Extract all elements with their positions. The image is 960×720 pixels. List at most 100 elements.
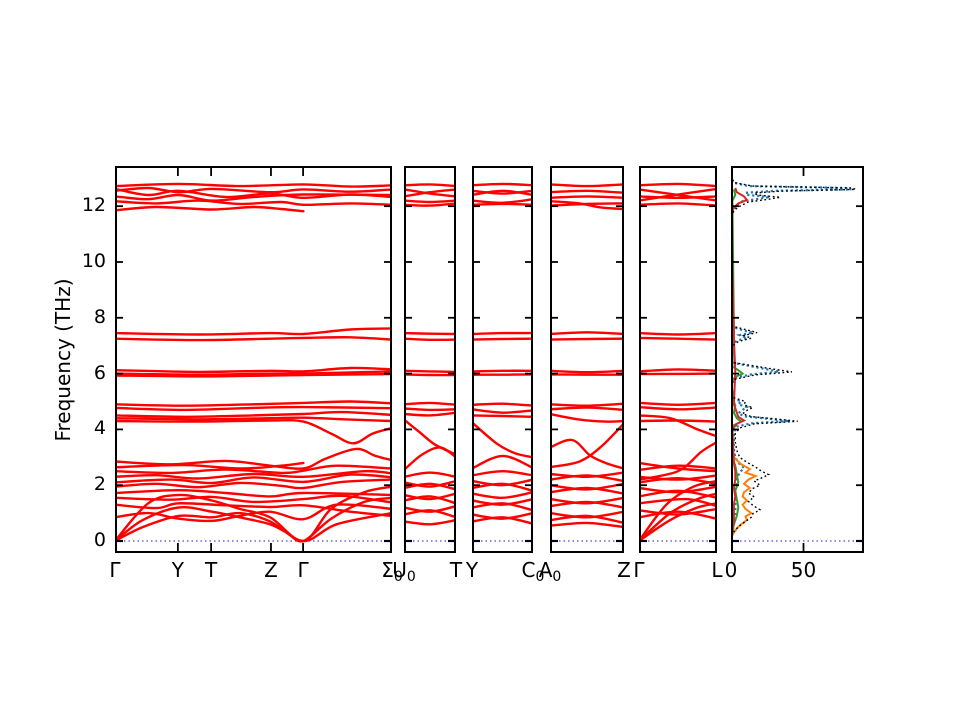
x-tick-label: Σ0 [381,558,403,585]
phonon-band [472,198,533,205]
x-tick-label: Z [617,558,631,582]
y-tick-label: 10 [81,249,106,272]
phonon-band [639,414,717,438]
phonon-band [550,369,624,374]
total-dos-black-curve [731,175,857,539]
y-tick-label: 8 [93,305,106,328]
phonon-band [550,331,624,336]
phonon-band [550,514,624,525]
y-tick-label: 12 [81,194,106,217]
x-tick-label: Γ [633,558,645,582]
x-tick-label: 0 [724,558,738,582]
phonon-band [550,474,624,483]
phonon-band [404,407,456,412]
phonon-band [639,440,717,481]
phonon-band [472,369,533,373]
phonon-band [639,464,717,472]
phonon-band [115,416,392,423]
x-tick-label: L [711,558,723,582]
phonon-band [550,189,624,194]
phonon-band [115,336,392,342]
x-tick-label: U0 [392,558,416,585]
phonon-band [115,327,392,336]
phonon-band [115,370,392,376]
phonon-band [115,496,392,543]
phonon-band [404,337,456,342]
phonon-band [639,195,717,200]
phonon-band [404,183,456,188]
phonon-band [550,471,624,479]
phonon-band [472,482,533,492]
phonon-band [115,478,392,490]
phonon-band [639,419,717,423]
phonon-band [550,195,624,199]
projected-dos-red-curve [731,187,749,537]
y-tick-label: 4 [93,417,106,440]
phonon-band [404,446,456,472]
phonon-band [115,511,392,543]
panel-frame [404,166,456,553]
phonon-band [639,372,717,376]
projected-dos-blue-curve [731,175,852,539]
phonon-band [404,373,456,377]
phonon-band [550,402,624,407]
phonon-band [115,182,392,188]
phonon-band [472,516,533,525]
phonon-band [472,502,533,512]
phonon-band [472,408,533,414]
y-tick-label: 6 [93,361,106,384]
phonon-band [472,497,533,506]
phonon-band [115,494,392,504]
phonon-band [115,205,305,213]
phonon-band [639,474,717,481]
phonon-band [404,188,456,198]
phonon-band [404,331,456,336]
panel-frame [731,166,864,553]
phonon-band [472,182,533,187]
x-tick-label: C0 [521,558,545,585]
phonon-band [404,401,456,406]
phonon-band [550,486,624,495]
phonon-band [472,454,533,470]
phonon-band [639,485,717,494]
phonon-band [115,488,392,498]
phonon-band [115,464,392,475]
phonon-band [115,186,392,194]
phonon-band [472,469,533,477]
phonon-band [550,482,624,491]
phonon-band [404,495,456,505]
x-tick-label: Z [264,558,278,582]
panel-frame [550,166,624,553]
x-tick-label: Y [171,558,184,582]
phonon-band [550,510,624,519]
phonon-band [472,189,533,197]
x-tick-label: Y [465,558,479,582]
phonon-band [115,400,392,407]
phonon-band [639,202,717,207]
phonon-band [639,461,717,473]
phonon-band [115,419,392,445]
phonon-band [639,182,717,188]
phonon-band [115,372,392,378]
phonon-band [472,202,533,206]
panel-bands-G-Y-T-Z-G-S0 [115,166,392,553]
phonon-band [550,496,624,505]
panel-frame [639,166,717,553]
panel-bands-G-L [639,166,717,553]
phonon-band [115,469,392,480]
phonon-band [115,461,305,470]
x-tick-label: Γ [297,558,309,582]
phonon-band [472,421,533,459]
phonon-band [404,492,456,501]
phonon-band [472,337,533,341]
phonon-band [404,482,456,491]
phonon-band [404,199,456,204]
phonon-band [472,331,533,336]
phonon-band [115,447,392,470]
phonon-band [550,500,624,509]
phonon-band [404,471,456,478]
phonon-band [550,406,624,412]
phonon-band [639,368,717,373]
